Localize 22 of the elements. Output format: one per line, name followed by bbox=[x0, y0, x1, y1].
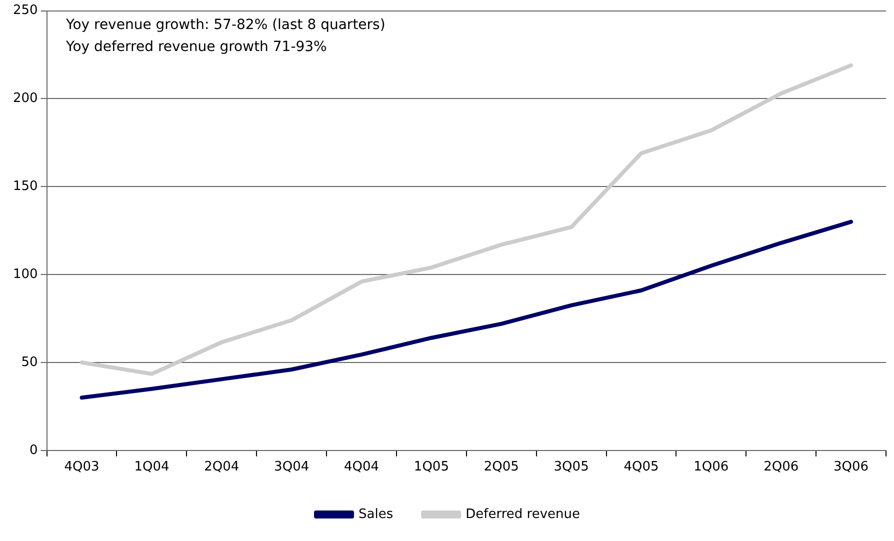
x-tick-label: 4Q05 bbox=[624, 460, 659, 475]
legend-label: Sales bbox=[358, 506, 394, 522]
y-tick-label: 250 bbox=[12, 3, 38, 18]
x-tick-label: 2Q04 bbox=[204, 460, 240, 475]
x-tick-label: 3Q05 bbox=[554, 460, 589, 475]
y-tick-label: 0 bbox=[30, 442, 38, 458]
x-tick-label: 2Q05 bbox=[484, 460, 519, 475]
x-tick-label: 4Q04 bbox=[344, 460, 380, 475]
x-tick-label: 1Q06 bbox=[694, 460, 729, 475]
x-tick-label: 2Q06 bbox=[764, 460, 799, 475]
annotation: Yoy deferred revenue growth 71-93% bbox=[66, 38, 328, 57]
x-tick-label: 1Q05 bbox=[414, 460, 449, 475]
x-tick-label: 3Q04 bbox=[274, 460, 310, 475]
annotation: Yoy revenue growth: 57-82% (last 8 quarters) bbox=[66, 16, 386, 35]
y-tick-label: 100 bbox=[12, 266, 38, 282]
y-tick-label: 150 bbox=[12, 179, 38, 194]
x-tick-label: 4Q03 bbox=[64, 460, 100, 475]
y-tick-label: 200 bbox=[12, 91, 38, 106]
x-tick-label: 1Q04 bbox=[134, 460, 170, 475]
legend-label: Deferred revenue bbox=[466, 506, 580, 522]
y-tick-label: 50 bbox=[21, 354, 38, 370]
x-tick-label: 3Q06 bbox=[834, 460, 869, 475]
